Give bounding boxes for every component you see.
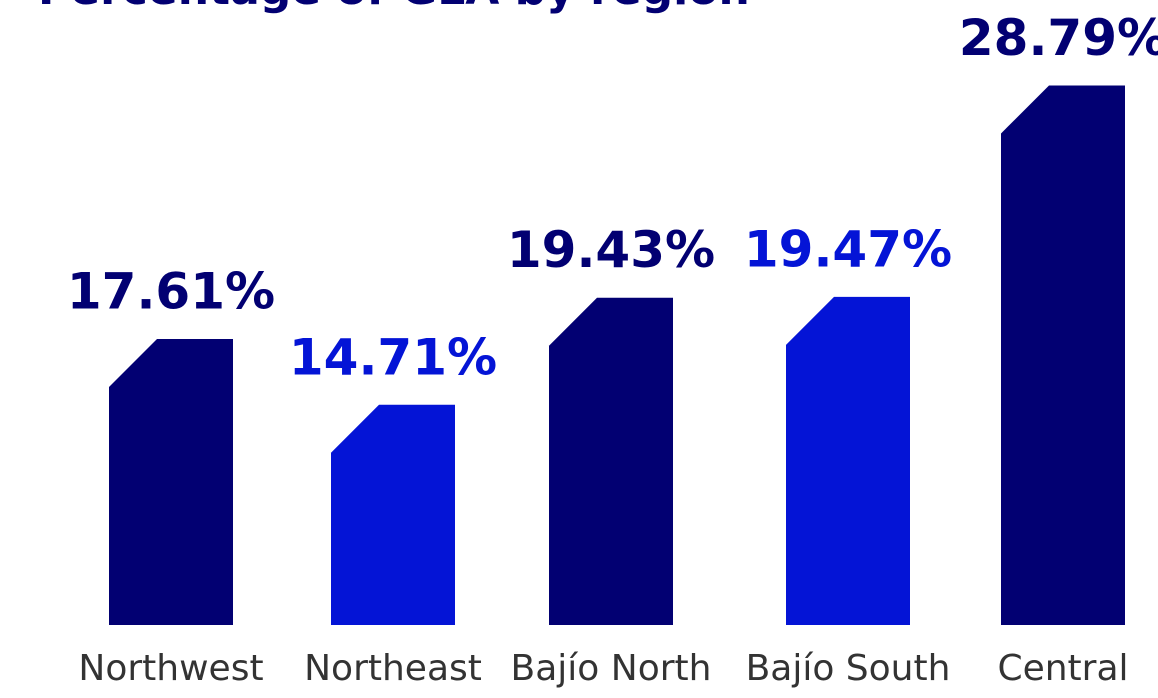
x-tick-label: Central <box>997 648 1128 689</box>
chart-title: Percentage of GLA by region <box>38 0 750 15</box>
value-label: 19.47% <box>744 220 952 278</box>
bar <box>1001 85 1125 625</box>
x-tick-label: Northeast <box>304 648 482 689</box>
x-tick-label: Northwest <box>78 648 263 689</box>
x-tick-label: Bajío North <box>511 648 712 689</box>
bar <box>549 297 673 625</box>
value-label: 28.79% <box>959 9 1158 67</box>
value-label: 14.71% <box>289 328 497 386</box>
bar <box>109 339 233 625</box>
value-label: 17.61% <box>67 263 275 321</box>
bar <box>331 404 455 625</box>
value-label: 19.43% <box>507 221 715 279</box>
bar <box>786 296 910 625</box>
x-tick-label: Bajío South <box>746 648 951 689</box>
